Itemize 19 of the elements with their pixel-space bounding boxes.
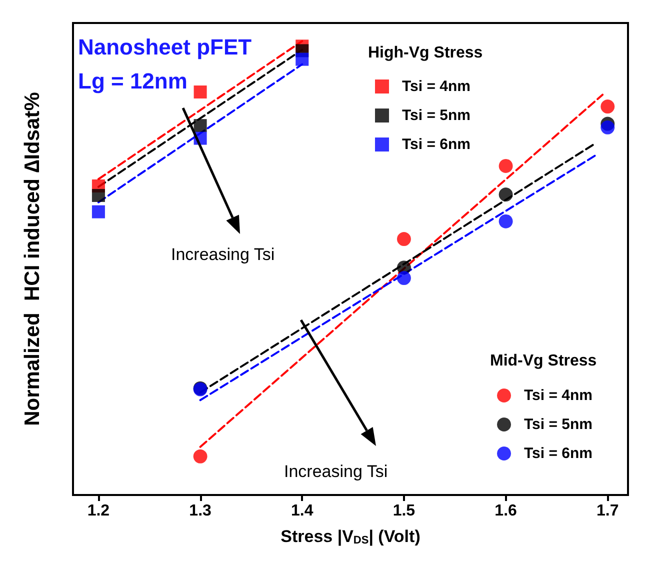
legend-label: Tsi = 4nm (402, 78, 470, 95)
annotation: High-Vg Stress (368, 44, 483, 62)
legend-label: Tsi = 5nm (402, 107, 470, 124)
legend-label: Tsi = 5nm (524, 416, 592, 433)
annotation: Mid-Vg Stress (490, 352, 597, 370)
annotation: Increasing Tsi (171, 245, 275, 264)
x-tick-label: 1.7 (596, 502, 619, 520)
x-tick-label: 1.4 (291, 502, 314, 520)
annotation: Lg = 12nm (78, 68, 188, 94)
legend-label: Tsi = 6nm (524, 445, 592, 462)
annotation: Increasing Tsi (284, 462, 388, 481)
x-tick-label: 1.3 (189, 502, 212, 520)
x-tick-label: 1.5 (392, 502, 416, 520)
annotation: Nanosheet pFET (78, 34, 252, 60)
x-tick-label: 1.6 (494, 502, 518, 520)
y-axis-title: Normalized HCI induced ∆Idsat% (21, 92, 44, 426)
legend-label: Tsi = 6nm (402, 136, 470, 153)
legend-label: Tsi = 4nm (524, 387, 592, 404)
x-tick-label: 1.2 (87, 502, 110, 520)
